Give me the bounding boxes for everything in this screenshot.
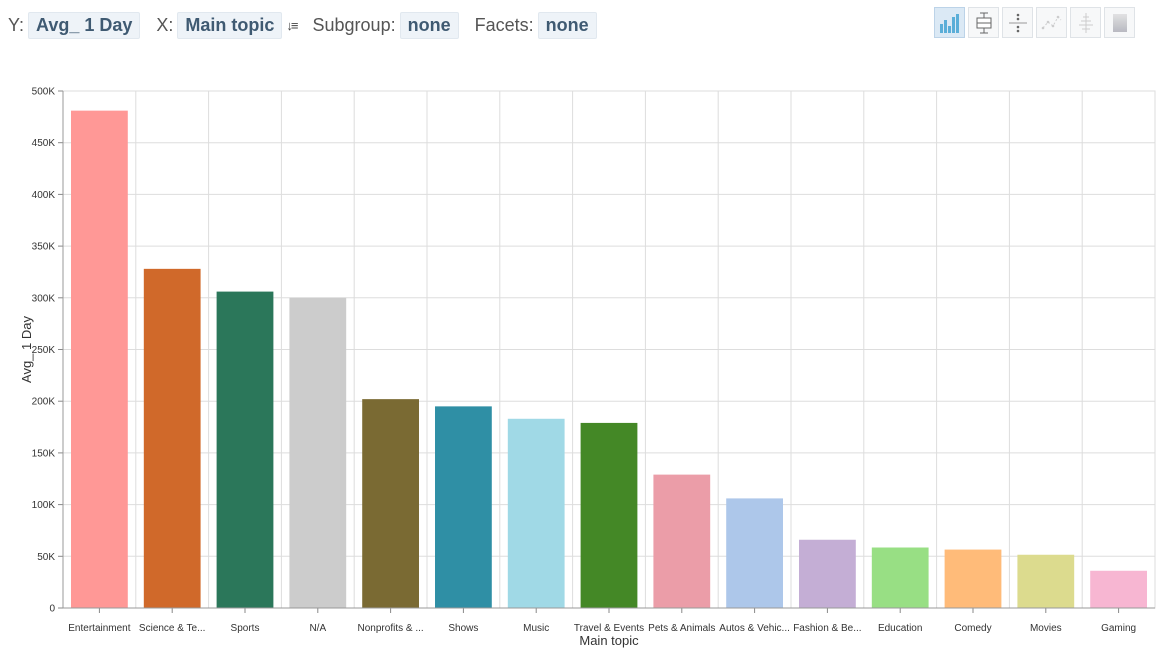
y-tick-label: 100K	[32, 500, 56, 511]
x-tick-label: Entertainment	[68, 623, 130, 634]
x-tick-label: Education	[878, 623, 922, 634]
bar-12[interactable]	[944, 549, 1002, 608]
chart-controls: Y: Avg_ 1 Day X: Main topic ↓≡ Subgroup:…	[8, 10, 613, 40]
y-tick-label: 450K	[32, 138, 56, 149]
x-tick-label: Sports	[231, 623, 260, 634]
chart-type-selector	[934, 7, 1135, 38]
subgroup-selector[interactable]: none	[399, 11, 459, 39]
bar-chart: 0 50K 100K 150K 200K 250K 300K 350K 400K 450K 500K…	[19, 87, 1156, 648]
bar-4[interactable]	[362, 399, 419, 608]
bar-7[interactable]	[580, 422, 638, 608]
x-tick-label: Travel & Events	[574, 623, 644, 634]
bar-2[interactable]	[216, 291, 274, 608]
y-axis-label: Y:	[8, 14, 25, 35]
x-tick-label: Fashion & Be...	[793, 623, 861, 634]
violin-plot-button[interactable]	[1070, 7, 1101, 38]
y-tick-label: 350K	[32, 242, 56, 253]
bar-11[interactable]	[871, 547, 929, 608]
x-tick-label: Gaming	[1101, 623, 1136, 634]
line-chart-button[interactable]	[1036, 7, 1067, 38]
bar-0[interactable]	[71, 110, 128, 608]
strip-plot-icon	[1008, 13, 1027, 32]
line-chart-icon	[1041, 15, 1061, 29]
y-axis-title: Avg_ 1 Day	[19, 316, 34, 383]
heatmap-button[interactable]	[1104, 7, 1135, 38]
y-tick-label: 400K	[32, 190, 56, 201]
x-tick-label: Music	[523, 623, 549, 634]
bar-6[interactable]	[507, 418, 565, 608]
x-tick-label: Nonprofits & ...	[358, 623, 424, 634]
bar-9[interactable]	[726, 498, 783, 608]
bar-3[interactable]	[289, 297, 347, 608]
x-tick-label: Movies	[1030, 623, 1062, 634]
bar-chart-button[interactable]	[934, 7, 965, 38]
x-tick-label: Shows	[448, 623, 478, 634]
x-axis-selector[interactable]: Main topic	[177, 11, 283, 39]
bar-10[interactable]	[799, 539, 856, 608]
bar-13[interactable]	[1017, 554, 1075, 608]
y-tick-label: 300K	[32, 293, 56, 304]
x-tick-label: Comedy	[954, 623, 991, 634]
y-tick-label: 50K	[37, 552, 55, 563]
y-tick-label: 200K	[32, 397, 56, 408]
facets-label: Facets:	[474, 14, 534, 35]
sort-icon[interactable]: ↓≡	[286, 17, 298, 33]
subgroup-label: Subgroup:	[312, 14, 396, 35]
heatmap-icon	[1112, 13, 1127, 32]
box-plot-icon	[976, 12, 991, 33]
violin-plot-icon	[1078, 12, 1093, 33]
x-axis-title: Main topic	[579, 633, 639, 648]
bar-1[interactable]	[143, 268, 201, 608]
y-tick-label: 500K	[32, 87, 56, 98]
strip-plot-button[interactable]	[1002, 7, 1033, 38]
bar-14[interactable]	[1090, 570, 1147, 608]
box-plot-button[interactable]	[968, 7, 999, 38]
x-tick-label: Pets & Animals	[648, 623, 715, 634]
bar-5[interactable]	[435, 406, 492, 608]
x-tick-label: Science & Te...	[139, 623, 206, 634]
x-tick-label: N/A	[309, 623, 326, 634]
x-tick-label: Autos & Vehic...	[719, 623, 790, 634]
y-tick-label: 250K	[32, 345, 56, 356]
x-axis-label: X:	[156, 14, 174, 35]
bar-chart-icon	[939, 13, 959, 33]
bar-8[interactable]	[653, 474, 711, 608]
y-axis-selector[interactable]: Avg_ 1 Day	[28, 11, 141, 39]
y-tick-label: 0	[49, 604, 55, 615]
facets-selector[interactable]: none	[537, 11, 597, 39]
y-tick-label: 150K	[32, 448, 56, 459]
